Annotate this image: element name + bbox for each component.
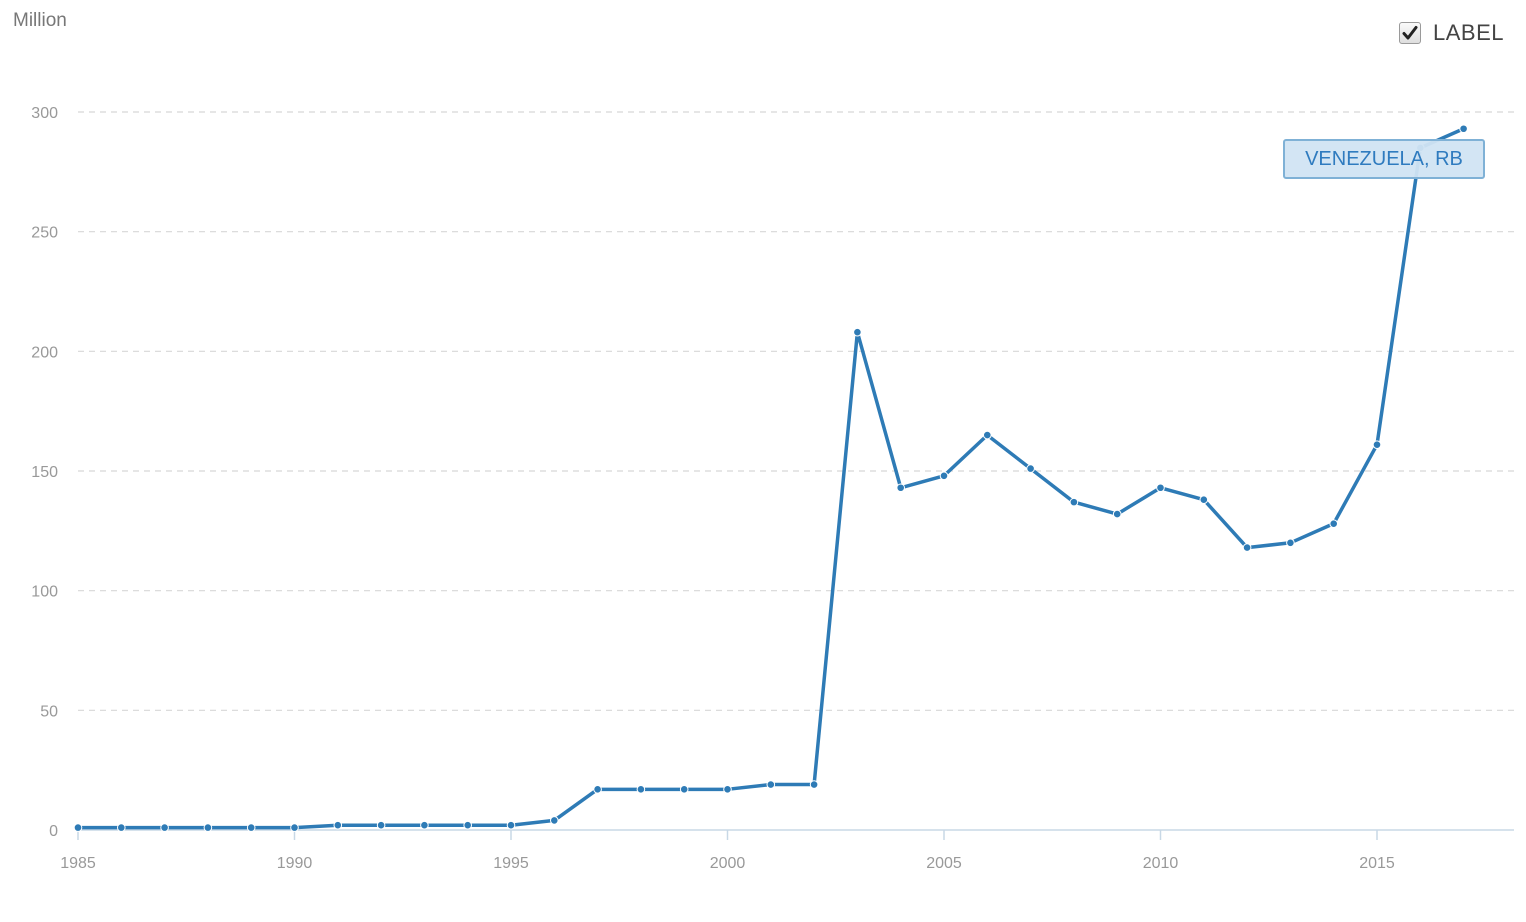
x-tick-label-2010: 2010 [1143,855,1179,872]
data-point-1990[interactable] [290,823,299,832]
data-point-1996[interactable] [550,816,559,825]
data-point-1992[interactable] [376,820,386,830]
series-venezuela [73,124,1468,832]
data-point-1997[interactable] [593,785,602,794]
label-toggle[interactable]: LABEL [1399,20,1504,46]
data-point-1987[interactable] [160,823,169,832]
data-point-1986[interactable] [117,823,126,832]
data-point-2003[interactable] [853,327,862,337]
data-point-1991[interactable] [333,820,343,830]
data-point-2011[interactable] [1199,495,1209,505]
data-point-1988[interactable] [203,823,213,832]
data-point-2008[interactable] [1069,497,1079,507]
data-point-2017[interactable] [1459,124,1468,134]
data-point-2006[interactable] [983,430,992,440]
data-point-1993[interactable] [420,820,429,830]
y-tick-label-0: 0 [49,823,58,840]
checkmark-icon [1402,26,1418,40]
x-tick-label-2005: 2005 [926,855,962,872]
data-point-2013[interactable] [1286,538,1295,548]
data-point-2007[interactable] [1026,464,1035,473]
data-point-1985[interactable] [73,823,83,832]
data-point-2005[interactable] [939,471,949,481]
x-tick-label-2000: 2000 [710,855,746,872]
x-tick-label-1995: 1995 [493,855,529,872]
data-point-2015[interactable] [1372,440,1382,449]
y-axis-unit-label: Million [13,10,67,31]
series-label-venezuela: VENEZUELA, RB [1283,139,1485,179]
y-tick-label-250: 250 [31,225,58,242]
label-checkbox[interactable] [1399,22,1421,44]
label-toggle-text: LABEL [1433,20,1504,45]
data-point-1995[interactable] [506,820,516,830]
x-tick-label-2015: 2015 [1359,855,1395,872]
data-point-1998[interactable] [636,785,646,794]
series-line-0 [78,127,1465,830]
x-tick-label-1985: 1985 [60,855,96,872]
data-point-2004[interactable] [896,483,906,493]
y-tick-label-100: 100 [31,584,58,601]
axes: 0 50 100 150 200 250 300 1985 1990 1995 2000 2005 20… [31,105,1514,872]
grid-lines [78,111,1514,711]
y-tick-label-150: 150 [31,464,58,481]
y-tick-label-50: 50 [40,703,58,720]
data-point-2009[interactable] [1112,509,1122,519]
data-point-2010[interactable] [1156,483,1165,493]
y-tick-label-300: 300 [31,105,58,122]
x-tick-label-1990: 1990 [277,855,313,872]
data-point-2014[interactable] [1329,519,1338,528]
data-point-1994[interactable] [463,820,473,830]
y-tick-label-200: 200 [31,344,58,361]
data-point-2012[interactable] [1242,543,1252,552]
data-point-1999[interactable] [679,785,689,794]
data-point-1989[interactable] [246,823,256,832]
data-point-2000[interactable] [723,785,732,794]
data-point-2002[interactable] [809,780,819,789]
data-point-2001[interactable] [766,780,776,789]
